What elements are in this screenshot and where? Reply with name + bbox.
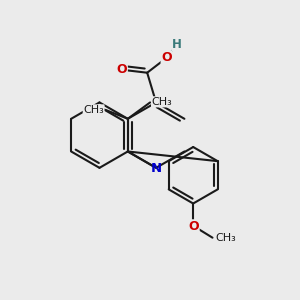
Text: H: H — [172, 38, 182, 51]
Text: CH₃: CH₃ — [83, 105, 104, 115]
Text: O: O — [161, 51, 172, 64]
Text: CH₃: CH₃ — [215, 233, 236, 243]
Text: N: N — [151, 162, 162, 175]
Text: O: O — [117, 63, 127, 76]
Text: CH₃: CH₃ — [152, 97, 172, 107]
Text: O: O — [188, 220, 199, 233]
